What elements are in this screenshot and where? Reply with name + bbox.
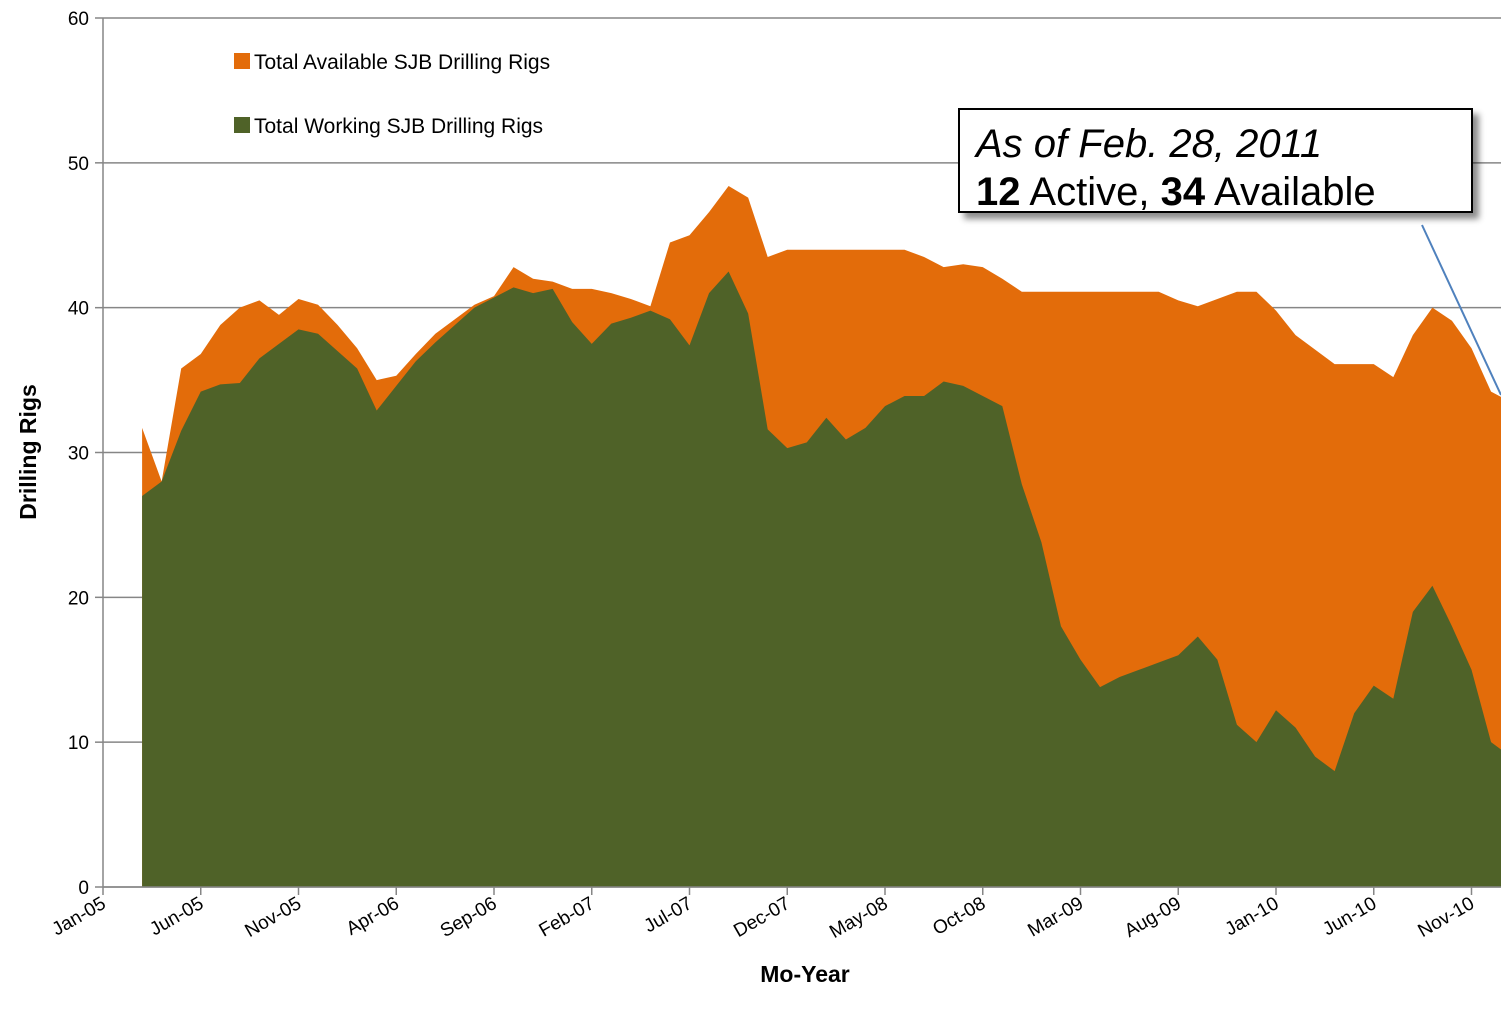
legend-swatch bbox=[234, 117, 250, 133]
y-tick-label: 50 bbox=[68, 154, 89, 175]
legend-label: Total Available SJB Drilling Rigs bbox=[254, 51, 550, 74]
x-tick-label: Dec-07 bbox=[730, 893, 794, 942]
x-tick-label: Jun-05 bbox=[146, 893, 207, 940]
x-tick-label: Jan-10 bbox=[1222, 893, 1283, 940]
plot-area bbox=[95, 17, 1501, 895]
x-tick-label: Aug-09 bbox=[1121, 893, 1185, 942]
y-tick-label: 20 bbox=[68, 588, 89, 609]
x-tick-label: Oct-08 bbox=[929, 893, 989, 940]
x-tick-label: Jun-10 bbox=[1319, 893, 1380, 940]
x-tick-label: Mar-09 bbox=[1024, 893, 1087, 941]
y-tick-label: 60 bbox=[68, 9, 89, 30]
x-tick-label: Apr-06 bbox=[343, 893, 403, 940]
annotation-box: As of Feb. 28, 2011 12 Active, 34 Availa… bbox=[958, 108, 1473, 216]
x-tick-label: Sep-06 bbox=[437, 893, 501, 942]
x-tick-label: Nov-05 bbox=[241, 893, 305, 942]
y-axis-label: Drilling Rigs bbox=[15, 384, 41, 519]
x-tick-label: Jan-05 bbox=[49, 893, 110, 940]
y-tick-label: 0 bbox=[78, 878, 89, 899]
y-tick-label: 10 bbox=[68, 733, 89, 754]
x-tick-label: Nov-10 bbox=[1414, 893, 1478, 942]
y-tick-label: 40 bbox=[68, 299, 89, 320]
legend-swatch bbox=[234, 53, 250, 69]
x-axis-label: Mo-Year bbox=[760, 961, 850, 987]
x-tick-label: Jul-07 bbox=[641, 893, 696, 937]
x-tick-label: May-08 bbox=[826, 893, 891, 943]
active-text: Active, bbox=[1029, 170, 1150, 214]
available-text: Available bbox=[1213, 170, 1376, 214]
annotation-arrow bbox=[1421, 224, 1501, 396]
active-count: 12 bbox=[976, 170, 1021, 214]
legend-label: Total Working SJB Drilling Rigs bbox=[254, 115, 543, 138]
area bbox=[142, 271, 1501, 887]
annotation-date: As of Feb. 28, 2011 bbox=[976, 122, 1323, 166]
available-count: 34 bbox=[1160, 170, 1206, 214]
annotation-counts: 12 Active, 34 Available bbox=[976, 168, 1471, 216]
x-tick-label: Feb-07 bbox=[536, 893, 599, 941]
y-tick-label: 30 bbox=[68, 444, 89, 465]
